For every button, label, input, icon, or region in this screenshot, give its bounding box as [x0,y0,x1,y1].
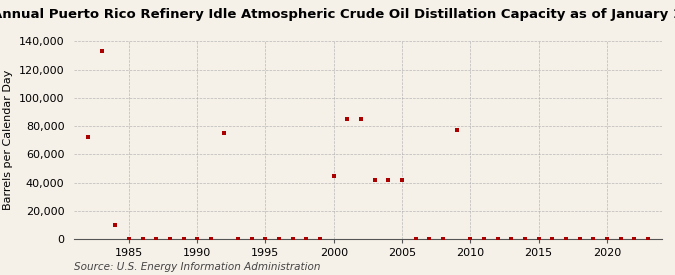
Point [178,236,189,241]
Point [315,236,325,241]
Point [356,117,367,121]
Point [233,236,244,241]
Point [165,236,176,241]
Point [410,236,421,241]
Point [273,236,284,241]
Point [192,236,202,241]
Point [479,236,489,241]
Point [643,236,653,241]
Point [383,178,394,182]
Point [492,236,503,241]
Point [110,223,121,227]
Y-axis label: Barrels per Calendar Day: Barrels per Calendar Day [3,70,14,210]
Point [328,174,339,178]
Point [397,178,408,182]
Point [369,178,380,182]
Point [629,236,640,241]
Point [219,131,230,135]
Point [588,236,599,241]
Point [260,236,271,241]
Point [246,236,257,241]
Point [560,236,571,241]
Point [288,236,298,241]
Point [452,128,462,133]
Point [205,236,216,241]
Text: Annual Puerto Rico Refinery Idle Atmospheric Crude Oil Distillation Capacity as : Annual Puerto Rico Refinery Idle Atmosph… [0,8,675,21]
Point [465,236,476,241]
Point [151,236,161,241]
Point [437,236,448,241]
Text: Source: U.S. Energy Information Administration: Source: U.S. Energy Information Administ… [74,262,321,272]
Point [124,236,134,241]
Point [82,135,93,140]
Point [342,117,353,121]
Point [96,49,107,53]
Point [424,236,435,241]
Point [574,236,585,241]
Point [520,236,531,241]
Point [506,236,516,241]
Point [137,236,148,241]
Point [533,236,544,241]
Point [547,236,558,241]
Point [615,236,626,241]
Point [301,236,312,241]
Point [601,236,612,241]
